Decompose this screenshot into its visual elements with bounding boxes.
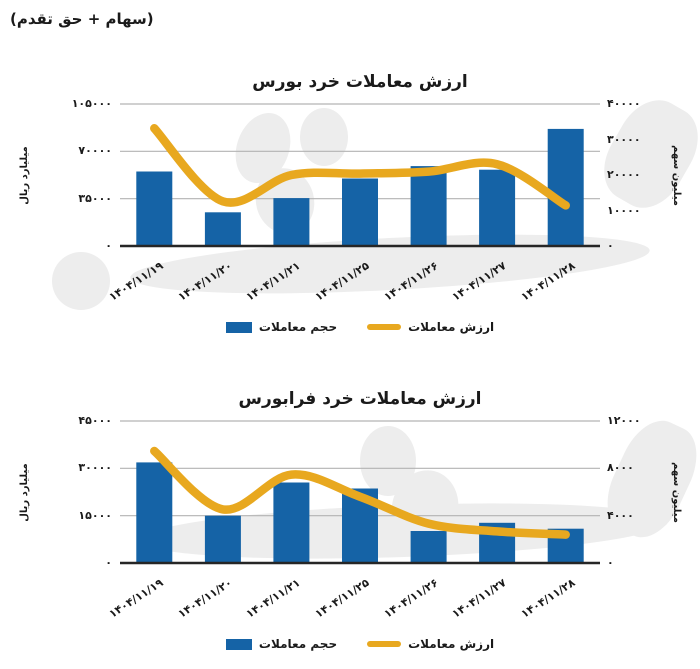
right-tick-label: ۴۰۰۰ — [607, 508, 634, 522]
left-tick-label: ۳۵۰۰۰ — [78, 191, 112, 205]
plot-svg — [120, 420, 600, 565]
right-tick-label: ۲۰۰۰۰ — [607, 168, 641, 181]
right-axis-title-text: میلیون سهم — [670, 144, 682, 206]
right-axis-title: میلیون سهم — [668, 421, 684, 563]
volume-bar — [136, 462, 173, 563]
volume-bar — [273, 482, 310, 563]
legend: حجم معاملات ارزش معاملات — [20, 320, 700, 334]
plot-svg — [120, 103, 600, 248]
legend-item-value: ارزش معاملات — [367, 637, 494, 651]
value-line — [150, 124, 570, 210]
volume-bar — [410, 531, 447, 563]
legend-item-value: ارزش معاملات — [367, 320, 494, 334]
right-axis-title-text: میلیون سهم — [670, 461, 682, 523]
watermark-shape — [52, 252, 110, 310]
right-tick-label: ۱۲۰۰۰ — [607, 414, 641, 427]
chart-title: ارزش معاملات خرد فرابورس — [238, 389, 482, 410]
left-tick-label: ۱۵۰۰۰ — [78, 508, 112, 522]
y-axis-right-ticks: ۱۲۰۰۰ ۸۰۰۰ ۴۰۰۰ ۰ — [607, 414, 687, 569]
x-axis-labels: ۱۴۰۴/۱۱/۱۹ ۱۴۰۴/۱۱/۲۰ ۱۴۰۴/۱۱/۲۱ ۱۴۰۴/۱۱/۲۵… — [107, 569, 600, 633]
chart-title: ارزش معاملات خرد بورس — [252, 72, 468, 93]
volume-bar — [136, 171, 173, 246]
volume-bar — [547, 128, 584, 246]
value-swatch-icon — [367, 641, 402, 647]
right-tick-label: ۴۰۰۰۰ — [607, 97, 641, 110]
legend-item-volume: حجم معاملات — [225, 637, 338, 651]
right-tick-label: ۰ — [607, 239, 614, 252]
legend-volume-label: حجم معاملات — [258, 637, 338, 651]
legend-value-label: ارزش معاملات — [408, 637, 495, 651]
right-axis-title: میلیون سهم — [668, 104, 684, 246]
y-axis-right-ticks: ۴۰۰۰۰ ۳۰۰۰۰ ۲۰۰۰۰ ۱۰۰۰۰ ۰ — [607, 97, 687, 252]
volume-bar — [342, 178, 378, 246]
left-axis-title: میلیارد ریال — [16, 104, 32, 246]
left-axis-title: میلیارد ریال — [16, 421, 32, 563]
legend-item-volume: حجم معاملات — [225, 320, 338, 334]
bourse-chart: ارزش معاملات خرد بورس میلیارد ریال ۱۰۵۰۰… — [0, 52, 700, 352]
left-tick-label: ۳۰۰۰۰ — [78, 461, 112, 475]
left-tick-label: ۰ — [105, 239, 112, 252]
left-tick-label: ۷۰۰۰۰ — [78, 144, 112, 158]
right-tick-label: ۱۰۰۰۰ — [607, 203, 641, 217]
volume-bar — [204, 515, 241, 563]
plot-area — [120, 420, 600, 565]
watermark-shape — [300, 108, 348, 166]
legend-value-label: ارزش معاملات — [408, 320, 495, 334]
y-axis-left-ticks: ۱۰۵۰۰۰ ۷۰۰۰۰ ۳۵۰۰۰ ۰ — [36, 97, 112, 252]
volume-bar — [273, 198, 310, 246]
x-axis-labels: ۱۴۰۴/۱۱/۱۹ ۱۴۰۴/۱۱/۲۰ ۱۴۰۴/۱۱/۲۱ ۱۴۰۴/۱۱/۲۵… — [107, 252, 600, 316]
plot-area — [120, 103, 600, 248]
value-line — [150, 446, 570, 539]
volume-bar — [410, 166, 447, 246]
right-tick-label: ۸۰۰۰ — [607, 461, 634, 475]
left-axis-title-text: میلیارد ریال — [18, 462, 30, 522]
capital-type-note: (سهام + حق تقدم) — [10, 10, 154, 28]
left-axis-title-text: میلیارد ریال — [18, 145, 30, 205]
legend-volume-label: حجم معاملات — [258, 320, 338, 334]
right-tick-label: ۰ — [607, 556, 614, 569]
volume-swatch-icon — [225, 321, 252, 333]
farabourse-chart: ارزش معاملات خرد فرابورس میلیارد ریال ۴۵… — [0, 369, 700, 669]
volume-bar — [204, 212, 241, 246]
volume-bar — [479, 169, 516, 246]
y-axis-left-ticks: ۴۵۰۰۰ ۳۰۰۰۰ ۱۵۰۰۰ ۰ — [36, 414, 112, 569]
value-swatch-icon — [367, 324, 402, 330]
left-tick-label: ۰ — [105, 556, 112, 569]
legend: حجم معاملات ارزش معاملات — [20, 637, 700, 651]
left-tick-label: ۴۵۰۰۰ — [78, 414, 112, 427]
volume-swatch-icon — [225, 638, 252, 650]
left-tick-label: ۱۰۵۰۰۰ — [71, 97, 112, 110]
right-tick-label: ۳۰۰۰۰ — [607, 132, 641, 146]
